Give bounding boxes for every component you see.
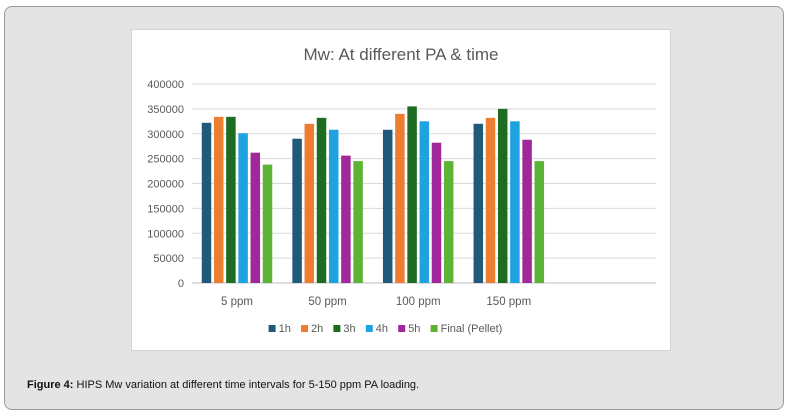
y-axis-ticks: 0 50000 100000 150000 200000 250000 300000 3500… [147,79,184,290]
y-tick-label: 100000 [147,228,184,240]
legend-swatch [398,325,406,332]
bar-3h-50-ppm [316,117,327,283]
bar-5h-150-ppm [522,139,532,283]
chart-container: Mw: At different PA & time 0 50000 100000 1… [131,29,671,351]
y-tick-label: 200000 [147,179,184,191]
bar-3h-5-ppm [226,116,236,284]
y-tick-label: 350000 [147,104,184,116]
bar-final-pellet-5-ppm [262,164,273,283]
bar-3h-100-ppm [407,106,417,283]
bar-2h-100-ppm [395,113,405,283]
figure-caption: Figure 4: HIPS Mw variation at different… [27,379,767,391]
x-tick-label: 100 ppm [396,296,441,308]
bar-final-pellet-150-ppm [534,161,545,283]
chart-title: Mw: At different PA & time [304,45,499,64]
y-tick-label: 150000 [147,203,184,215]
legend-swatch [365,325,373,332]
y-tick-label: 400000 [147,79,184,91]
legend-label: Final (Pellet) [441,323,503,335]
legend-swatch [268,325,276,332]
legend-label: 2h [311,323,323,335]
legend-label: 1h [279,323,291,335]
y-tick-label: 0 [178,278,184,290]
legend-swatch [333,325,341,332]
y-tick-label: 300000 [147,129,184,141]
legend-swatch [301,325,308,332]
bar-4h-5-ppm [238,133,248,283]
bars [201,106,545,284]
bar-1h-50-ppm [292,138,302,283]
bar-chart: Mw: At different PA & time 0 50000 100000 1… [147,45,656,335]
caption-label: Figure 4: [27,379,74,391]
bar-2h-5-ppm [213,116,224,284]
figure-frame: Mw: At different PA & time 0 50000 100000 1… [4,6,784,410]
bar-final-pellet-100-ppm [443,161,454,283]
bar-1h-5-ppm [201,122,212,284]
y-tick-label: 250000 [147,154,184,166]
legend: 1h 2h 3h 4h 5h Final (Pellet) [268,323,503,335]
bar-5h-100-ppm [431,142,442,283]
x-tick-label: 150 ppm [486,296,531,308]
y-tick-label: 50000 [153,253,184,265]
bar-4h-50-ppm [328,129,339,283]
legend-label: 4h [376,323,388,335]
bar-4h-150-ppm [510,121,520,283]
bar-2h-50-ppm [304,123,315,283]
caption-text: HIPS Mw variation at different time inte… [76,379,420,391]
bar-5h-50-ppm [341,155,351,283]
x-axis-ticks: 5 ppm 50 ppm 100 ppm 150 ppm [221,296,531,308]
legend-label: 5h [408,323,420,335]
x-tick-label: 5 ppm [221,296,253,308]
bar-1h-150-ppm [473,123,484,283]
bar-final-pellet-50-ppm [353,161,363,283]
bar-2h-150-ppm [485,117,496,283]
legend-label: 3h [343,323,355,335]
x-tick-label: 50 ppm [308,296,346,308]
legend-swatch [430,325,438,332]
bar-4h-100-ppm [419,121,430,283]
bar-3h-150-ppm [497,108,508,283]
bar-5h-5-ppm [250,152,261,283]
bar-1h-100-ppm [382,129,393,283]
